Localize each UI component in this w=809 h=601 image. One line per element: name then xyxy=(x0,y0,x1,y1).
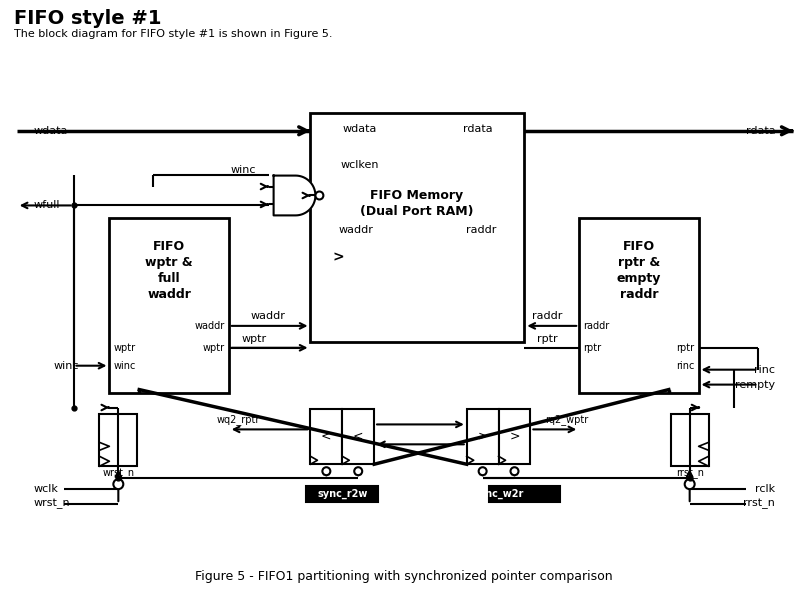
Text: <: < xyxy=(353,430,363,443)
Bar xyxy=(498,409,531,464)
Text: >: > xyxy=(477,430,488,443)
Text: rinc: rinc xyxy=(754,365,775,374)
Circle shape xyxy=(684,479,695,489)
Text: waddr: waddr xyxy=(195,321,225,331)
Text: wdata: wdata xyxy=(342,124,377,134)
Bar xyxy=(489,486,561,502)
Text: waddr: waddr xyxy=(338,225,373,236)
Text: waddr: waddr xyxy=(250,311,285,321)
Text: rdata: rdata xyxy=(463,124,493,134)
Circle shape xyxy=(479,467,487,475)
Bar xyxy=(311,113,524,342)
Text: waddr: waddr xyxy=(147,287,191,300)
Text: wptr: wptr xyxy=(203,343,225,353)
Text: raddr: raddr xyxy=(620,287,659,300)
Text: rptr: rptr xyxy=(583,343,601,353)
Text: full: full xyxy=(158,272,180,285)
Text: winc: winc xyxy=(113,361,136,371)
Bar xyxy=(307,486,378,502)
Text: rinc: rinc xyxy=(676,361,695,371)
Text: wclken: wclken xyxy=(341,160,379,169)
Text: rrst_n: rrst_n xyxy=(743,499,775,509)
Text: FIFO: FIFO xyxy=(623,240,655,253)
Bar xyxy=(109,218,229,392)
Text: FIFO: FIFO xyxy=(153,240,185,253)
Text: FIFO style #1: FIFO style #1 xyxy=(14,10,161,28)
Text: wclk: wclk xyxy=(34,484,58,494)
Text: >: > xyxy=(509,430,519,443)
Text: rptr: rptr xyxy=(676,343,695,353)
Circle shape xyxy=(113,479,123,489)
Circle shape xyxy=(510,467,519,475)
Text: sync_r2w: sync_r2w xyxy=(317,489,367,499)
Circle shape xyxy=(316,192,324,200)
Bar xyxy=(579,218,699,392)
Text: rdata: rdata xyxy=(746,126,775,136)
Text: rrst_n: rrst_n xyxy=(676,469,704,480)
Text: <: < xyxy=(321,430,332,443)
Circle shape xyxy=(322,467,330,475)
Text: wdata: wdata xyxy=(34,126,68,136)
Text: wptr: wptr xyxy=(241,334,266,344)
Text: wq2_rptr: wq2_rptr xyxy=(217,414,260,425)
Text: >: > xyxy=(332,250,344,264)
Text: The block diagram for FIFO style #1 is shown in Figure 5.: The block diagram for FIFO style #1 is s… xyxy=(14,29,332,39)
Text: raddr: raddr xyxy=(583,321,609,331)
Bar xyxy=(467,409,498,464)
Text: rclk: rclk xyxy=(755,484,775,494)
Text: wfull: wfull xyxy=(34,201,60,210)
Text: rempty: rempty xyxy=(735,380,775,389)
Bar xyxy=(311,409,342,464)
Text: rptr: rptr xyxy=(537,334,557,344)
Text: wptr &: wptr & xyxy=(146,255,193,269)
Text: wrst_n: wrst_n xyxy=(34,499,70,509)
Text: wrst_n: wrst_n xyxy=(102,469,134,480)
Text: sync_w2r: sync_w2r xyxy=(473,489,523,499)
Polygon shape xyxy=(273,175,316,215)
Text: (Dual Port RAM): (Dual Port RAM) xyxy=(360,205,474,218)
Text: empty: empty xyxy=(616,272,661,285)
Text: FIFO Memory: FIFO Memory xyxy=(371,189,464,202)
Text: winc: winc xyxy=(53,361,79,371)
Text: raddr: raddr xyxy=(532,311,562,321)
Bar xyxy=(100,415,138,466)
Bar xyxy=(671,415,709,466)
Text: winc: winc xyxy=(231,165,256,175)
Bar xyxy=(396,421,412,433)
Circle shape xyxy=(354,467,362,475)
Bar xyxy=(342,409,374,464)
Text: rq2_wptr: rq2_wptr xyxy=(545,414,589,425)
Text: wptr: wptr xyxy=(113,343,135,353)
Text: raddr: raddr xyxy=(466,225,497,236)
Text: Figure 5 - FIFO1 partitioning with synchronized pointer comparison: Figure 5 - FIFO1 partitioning with synch… xyxy=(195,570,612,583)
Text: rptr &: rptr & xyxy=(618,255,660,269)
